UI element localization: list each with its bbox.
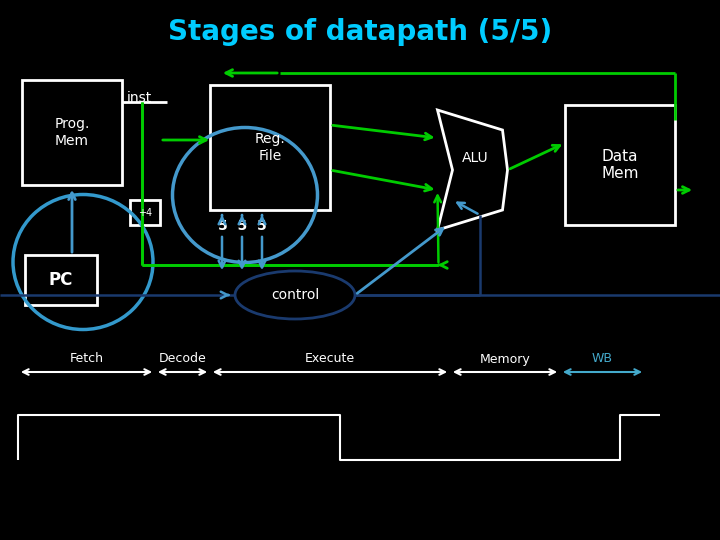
Text: Fetch: Fetch bbox=[70, 353, 104, 366]
Text: 5  5  5: 5 5 5 bbox=[217, 219, 266, 233]
Bar bbox=[210, 85, 330, 210]
Polygon shape bbox=[438, 110, 508, 230]
Text: Stages of datapath (5/5): Stages of datapath (5/5) bbox=[168, 18, 552, 46]
Text: Execute: Execute bbox=[305, 353, 355, 366]
Bar bbox=[565, 105, 675, 225]
Text: ALU: ALU bbox=[462, 151, 488, 165]
Ellipse shape bbox=[235, 271, 355, 319]
Text: +4: +4 bbox=[138, 207, 152, 218]
Bar bbox=[25, 255, 97, 305]
Text: inst: inst bbox=[127, 91, 152, 105]
Bar bbox=[22, 80, 122, 185]
Text: Memory: Memory bbox=[480, 353, 531, 366]
Text: control: control bbox=[271, 288, 319, 302]
Text: WB: WB bbox=[592, 353, 613, 366]
Text: Prog.
Mem: Prog. Mem bbox=[54, 117, 90, 147]
Bar bbox=[130, 200, 160, 225]
Text: PC: PC bbox=[49, 271, 73, 289]
Text: Data
Mem: Data Mem bbox=[601, 149, 639, 181]
Text: Decode: Decode bbox=[158, 353, 207, 366]
Text: Reg.
File: Reg. File bbox=[255, 132, 285, 163]
